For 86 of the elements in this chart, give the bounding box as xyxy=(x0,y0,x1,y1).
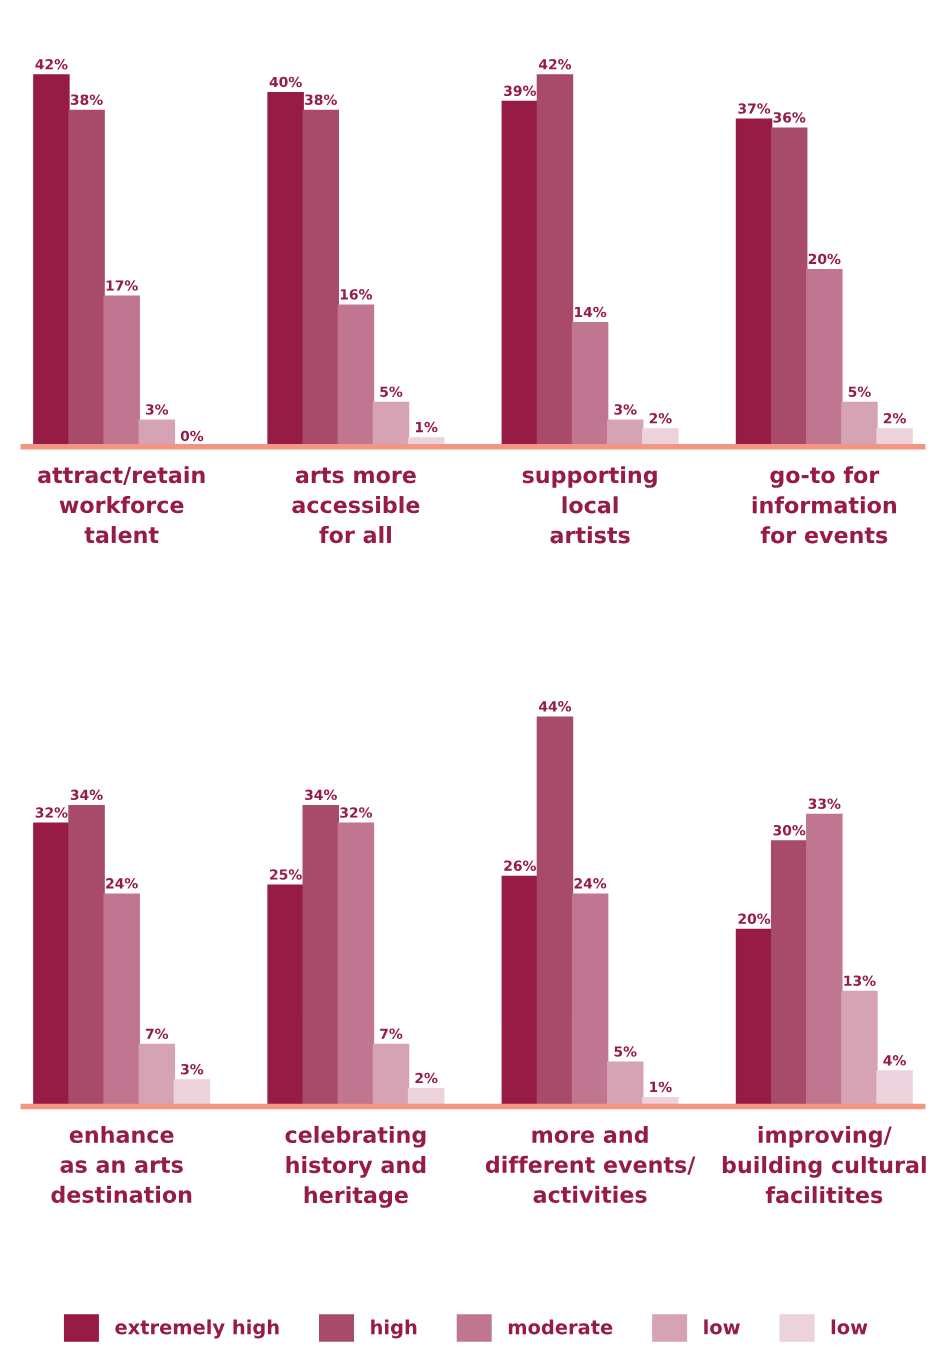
bar xyxy=(536,74,574,447)
data-label: 40% xyxy=(269,76,302,88)
data-label: 3% xyxy=(145,404,169,415)
bar xyxy=(770,127,808,447)
bar xyxy=(33,822,70,1107)
data-label: 3% xyxy=(181,1063,204,1075)
data-label: 39% xyxy=(504,85,537,97)
data-label: 33% xyxy=(808,798,841,809)
bar xyxy=(806,268,843,447)
data-label: 2% xyxy=(883,413,906,424)
data-label: 34% xyxy=(70,789,103,801)
x-tick-label: supporting local artists xyxy=(522,466,657,544)
bar xyxy=(68,109,105,447)
bar xyxy=(138,419,176,447)
data-label: 38% xyxy=(70,94,103,105)
bar xyxy=(267,92,304,447)
data-label: 17% xyxy=(106,280,138,291)
data-label: 7% xyxy=(145,1028,169,1040)
data-label: 42% xyxy=(35,59,68,70)
data-label: 3% xyxy=(614,404,637,415)
bar xyxy=(501,100,539,447)
bar xyxy=(770,840,808,1107)
data-label: 1% xyxy=(650,1081,672,1093)
data-label: 25% xyxy=(270,869,302,880)
data-label: 38% xyxy=(305,94,337,105)
data-label: 32% xyxy=(340,807,373,818)
data-label: 4% xyxy=(883,1055,906,1066)
bar xyxy=(267,884,304,1107)
data-label: 42% xyxy=(538,59,572,70)
bar xyxy=(337,822,375,1107)
legend-label: low xyxy=(831,1319,868,1335)
data-label: 24% xyxy=(106,878,138,889)
data-label: 13% xyxy=(844,975,876,986)
x-tick-label: arts more accessible for all xyxy=(292,467,420,544)
legend-label: extremely high xyxy=(115,1319,279,1339)
legend-label: low xyxy=(704,1319,740,1335)
data-label: 2% xyxy=(415,1072,438,1084)
data-label: 24% xyxy=(574,878,607,889)
data-label: 44% xyxy=(538,701,572,712)
bar xyxy=(536,716,574,1107)
legend-label: high xyxy=(371,1319,417,1339)
bar xyxy=(302,109,340,447)
bar xyxy=(571,893,609,1107)
bar xyxy=(806,813,843,1107)
data-label: 30% xyxy=(773,825,806,836)
data-label: 34% xyxy=(305,789,337,801)
bar xyxy=(841,401,878,447)
data-label: 36% xyxy=(773,112,806,123)
data-label: 14% xyxy=(575,306,607,318)
data-label: 1% xyxy=(415,421,438,433)
data-label: 0% xyxy=(180,430,204,442)
bar xyxy=(606,1061,644,1107)
x-tick-label: attract/retain workforce talent xyxy=(38,466,205,544)
x-tick-label: go-to for information for events xyxy=(752,466,896,544)
bar xyxy=(876,1070,913,1107)
legend-label: moderate xyxy=(508,1319,613,1335)
bar xyxy=(103,893,140,1107)
x-tick-label: celebrating history and heritage xyxy=(285,1125,426,1208)
data-label: 20% xyxy=(738,913,771,924)
data-label: 2% xyxy=(649,413,672,424)
bar xyxy=(68,804,105,1107)
x-tick-label: more and different events/ activities xyxy=(485,1125,696,1204)
bar xyxy=(138,1043,176,1107)
bar xyxy=(735,118,773,447)
data-label: 20% xyxy=(808,253,841,265)
data-label: 37% xyxy=(738,103,771,114)
bar xyxy=(841,990,878,1107)
data-label: 5% xyxy=(614,1046,637,1057)
bar xyxy=(735,928,773,1107)
x-tick-label: improving/ building cultural facilitites xyxy=(722,1125,926,1204)
data-label: 7% xyxy=(380,1028,403,1040)
bar xyxy=(302,804,340,1107)
bar xyxy=(501,875,539,1107)
bar xyxy=(337,304,375,447)
data-label: 5% xyxy=(848,386,871,397)
data-label: 26% xyxy=(504,860,537,871)
bar xyxy=(103,295,140,447)
data-label: 32% xyxy=(35,807,68,818)
bar xyxy=(33,74,70,447)
bar xyxy=(571,322,609,447)
x-tick-label: enhance as an arts destination xyxy=(51,1125,192,1204)
data-label: 5% xyxy=(380,386,403,397)
data-label: 16% xyxy=(340,289,373,300)
bar xyxy=(372,401,410,447)
bar xyxy=(173,1079,211,1107)
bar xyxy=(372,1043,410,1107)
